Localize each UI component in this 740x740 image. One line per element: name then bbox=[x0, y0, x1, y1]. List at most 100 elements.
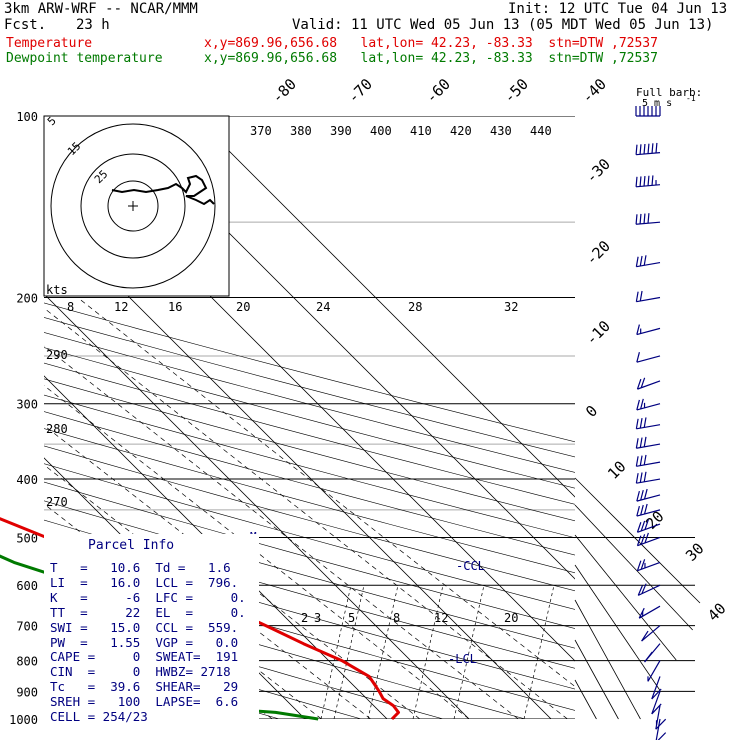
wind-barb-flag bbox=[651, 688, 662, 700]
isotherm-label-10: 10 bbox=[604, 457, 630, 483]
mixing-ratio-line-8 bbox=[412, 585, 444, 719]
wind-barb-flag bbox=[636, 505, 640, 517]
wind-barb-flag bbox=[641, 583, 647, 594]
skew-extension-3 bbox=[574, 564, 661, 691]
speed-tick-32: 32 bbox=[504, 300, 518, 314]
pressure-label-500: 500 bbox=[16, 531, 38, 545]
mixing-ratio-label-2: 2 bbox=[301, 611, 308, 625]
speed-tick-12: 12 bbox=[114, 300, 128, 314]
wind-barb-450 bbox=[636, 503, 661, 517]
wind-barb-700 bbox=[641, 625, 661, 642]
pressure-label-400: 400 bbox=[16, 473, 38, 487]
wind-barb-650 bbox=[638, 605, 661, 619]
wind-barb-flag bbox=[640, 489, 644, 501]
wind-barb-850 bbox=[651, 676, 662, 700]
hodograph-units: kts bbox=[46, 283, 68, 297]
theta-label-390: 390 bbox=[330, 124, 352, 138]
theta-label-370: 370 bbox=[250, 124, 272, 138]
wind-barb-flag bbox=[639, 290, 643, 302]
wind-barb-staff bbox=[655, 718, 661, 740]
wind-barb-flag bbox=[640, 504, 644, 516]
wind-barb-staff bbox=[636, 494, 661, 502]
wind-barb-flag bbox=[635, 214, 638, 225]
theta-e-label-290: 290 bbox=[46, 348, 68, 362]
skew-extension-4 bbox=[574, 599, 641, 720]
parcel-info-panel: Parcel Info T = 10.6 Td = 1.6 LI = 16.0 L… bbox=[44, 534, 259, 728]
speed-tick-24: 24 bbox=[316, 300, 330, 314]
pressure-label-800: 800 bbox=[16, 655, 38, 669]
isotherm-label--50: -50 bbox=[500, 75, 532, 107]
isotherm-label--70: -70 bbox=[344, 75, 376, 107]
wind-barb-flag bbox=[643, 213, 646, 224]
theta-label-440: 440 bbox=[530, 124, 552, 138]
wind-barb-flag bbox=[647, 213, 650, 224]
wind-barb-flag bbox=[637, 585, 644, 596]
theta-label-430: 430 bbox=[490, 124, 512, 138]
isotherm-label--10: -10 bbox=[582, 317, 614, 349]
moist-adiabat-20 bbox=[44, 385, 470, 719]
wind-barb-flag bbox=[635, 176, 638, 187]
wind-barb-300 bbox=[636, 398, 661, 411]
wind-barb-flag bbox=[636, 378, 642, 390]
pressure-label-900: 900 bbox=[16, 685, 38, 699]
hodograph-ring-1 bbox=[80, 153, 186, 259]
dry-adiabat-380 bbox=[44, 428, 575, 574]
isotherm-label--80: -80 bbox=[268, 75, 300, 107]
wind-barb-flag bbox=[643, 255, 647, 266]
wind-barb-flag bbox=[643, 503, 648, 515]
pressure-label-100: 100 bbox=[16, 110, 38, 124]
barb-legend-units: 5 m s bbox=[642, 98, 672, 109]
wind-barb-staff bbox=[637, 536, 661, 547]
parcel-info-row: T = 10.6 Td = 1.6 bbox=[50, 560, 231, 575]
isotherm-label-0: 0 bbox=[582, 402, 601, 421]
wind-barb-flag bbox=[636, 560, 642, 571]
mixing-ratio-line-5 bbox=[367, 585, 399, 719]
wind-barb-flag bbox=[643, 176, 646, 187]
wind-barb-flag bbox=[636, 352, 640, 363]
hodograph-ring-0 bbox=[50, 123, 216, 289]
mixing-ratio-label-8: 8 bbox=[393, 611, 400, 625]
wind-barb-staff bbox=[636, 478, 661, 484]
model-title: 3km ARW-WRF -- NCAR/MMM bbox=[4, 1, 198, 17]
legend-dewpoint: Dewpoint temperature bbox=[6, 51, 163, 66]
hodograph-ring-2 bbox=[107, 180, 159, 232]
mixing-ratio-label-12: 12 bbox=[434, 611, 448, 625]
wind-barb-staff bbox=[636, 424, 661, 430]
wind-barb-staff bbox=[636, 355, 661, 363]
skew-extension-0 bbox=[574, 477, 701, 604]
wind-barb-950 bbox=[655, 705, 667, 730]
mixing-ratio-label-20: 20 bbox=[504, 611, 518, 625]
wind-barb-1000 bbox=[655, 718, 667, 740]
wind-barb-flag bbox=[635, 473, 639, 484]
wind-barb-flag bbox=[639, 213, 642, 224]
wind-barb-staff bbox=[647, 660, 661, 682]
wind-barb-flag bbox=[639, 144, 642, 155]
wind-barb-flag bbox=[643, 436, 647, 447]
pressure-label-200: 200 bbox=[16, 292, 38, 306]
theta-label-420: 420 bbox=[450, 124, 472, 138]
lcl-marker: -LCL bbox=[448, 652, 477, 666]
theta-label-400: 400 bbox=[370, 124, 392, 138]
wind-barb-staff bbox=[636, 403, 661, 411]
dry-adiabat-350 bbox=[44, 481, 575, 629]
wind-barb-flag bbox=[636, 490, 640, 502]
wind-barb-flag bbox=[644, 532, 649, 544]
wind-barb-600 bbox=[637, 583, 661, 596]
dry-adiabat-370 bbox=[44, 445, 575, 592]
moist-adiabat-26 bbox=[44, 345, 519, 719]
isotherm-label--60: -60 bbox=[422, 75, 454, 107]
isotherm-label-30: 30 bbox=[682, 539, 708, 565]
pressure-label-600: 600 bbox=[16, 579, 38, 593]
theta-label-380: 380 bbox=[290, 124, 312, 138]
parcel-info-row: SWI = 15.0 CCL = 559. bbox=[50, 619, 239, 635]
wind-barb-475 bbox=[636, 519, 661, 533]
wind-barb-flag bbox=[655, 718, 667, 730]
wind-barb-flag bbox=[636, 535, 642, 546]
wind-barb-200 bbox=[635, 290, 661, 303]
wind-barb-staff bbox=[636, 296, 661, 303]
wind-barb-flag bbox=[640, 377, 646, 388]
mixing-ratio-line-12 bbox=[453, 585, 485, 719]
wind-barb-staff bbox=[636, 443, 661, 449]
wind-barb-flag bbox=[640, 534, 646, 545]
speed-tick-16: 16 bbox=[168, 300, 182, 314]
